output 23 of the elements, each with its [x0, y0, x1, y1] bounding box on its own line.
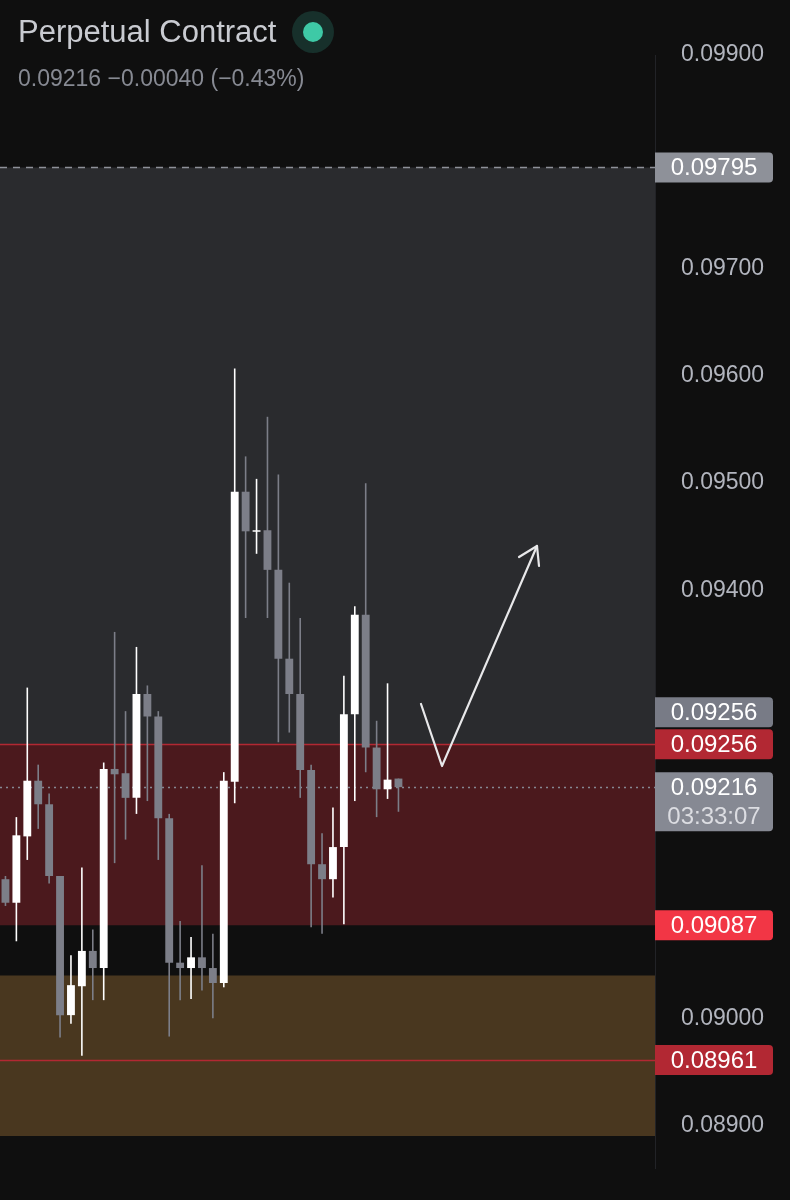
candlestick — [88, 928, 97, 1001]
band-label: 0.09256 — [670, 697, 758, 725]
y-tick-label: 0.09500 — [681, 468, 765, 495]
candlestick — [1, 875, 10, 907]
candlestick — [176, 920, 185, 1001]
candlestick — [187, 936, 195, 1000]
ref-line-label: 0.08961 — [670, 1045, 758, 1073]
chart-title: Perpetual Contract — [18, 13, 277, 51]
ref-line-label: 0.09216 03:33:07 — [667, 772, 761, 829]
candlestick — [318, 832, 326, 935]
y-tick-label: 0.08900 — [681, 1110, 765, 1137]
y-tick-label: 0.09000 — [681, 1003, 765, 1030]
ref-line-label: 0.09256 — [670, 729, 758, 757]
candlestick — [208, 932, 217, 1020]
y-tick-label: 0.09400 — [681, 575, 765, 602]
band-label: 0.09087 — [670, 910, 758, 938]
chart-subtitle: 0.09216 −0.00040 (−0.43%) — [18, 65, 306, 92]
y-tick-label: 0.09700 — [681, 254, 765, 281]
candlestick — [198, 864, 206, 992]
candlestick — [252, 478, 261, 555]
y-tick-label: 0.09900 — [681, 40, 765, 67]
ref-line-label: 0.09795 — [670, 153, 758, 181]
y-tick-label: 0.09600 — [681, 361, 765, 388]
